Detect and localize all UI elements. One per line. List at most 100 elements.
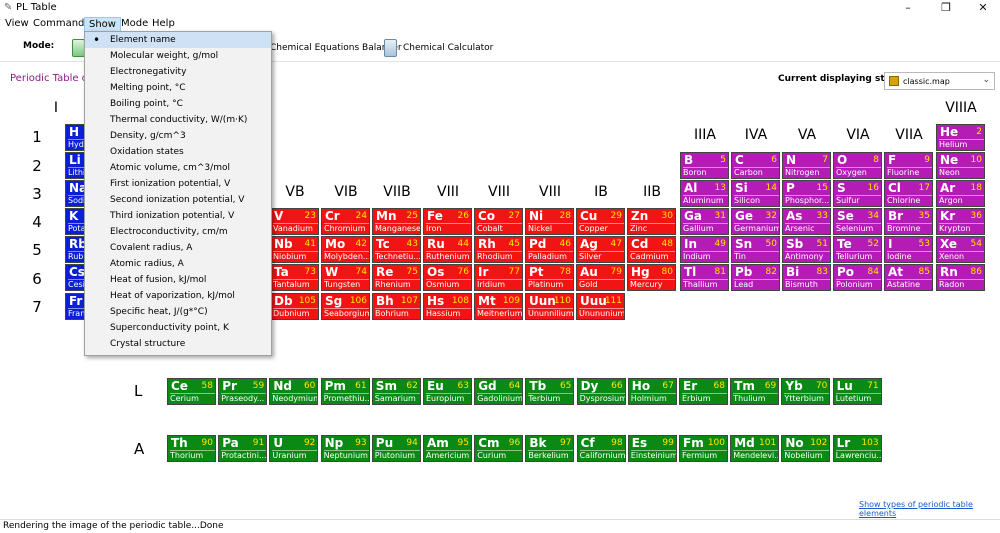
show-option-element-name[interactable]: • Element name [85, 32, 271, 48]
element-cell-ce[interactable]: Ce 58 Cerium [167, 378, 216, 405]
element-cell-n[interactable]: N 7 Nitrogen [782, 152, 831, 179]
element-cell-se[interactable]: Se 34 Selenium [833, 208, 882, 235]
element-cell-es[interactable]: Es 99 Einsteinium [627, 435, 677, 462]
show-option-atomic-volume[interactable]: Atomic volume, cm^3/mol [110, 163, 230, 173]
menu-view[interactable]: View [5, 18, 29, 29]
element-cell-pb[interactable]: Pb 82 Lead [731, 264, 780, 291]
element-cell-br[interactable]: Br 35 Bromine [884, 208, 933, 235]
element-cell-uun[interactable]: Uun 110 Ununnilium [525, 293, 574, 320]
element-cell-tm[interactable]: Tm 69 Thulium [730, 378, 780, 405]
element-cell-fe[interactable]: Fe 26 Iron [423, 208, 472, 235]
element-cell-np[interactable]: Np 93 Neptunium [320, 435, 370, 462]
menu-help[interactable]: Help [152, 18, 175, 29]
element-cell-tc[interactable]: Tc 43 Technetiu... [372, 236, 421, 263]
element-cell-at[interactable]: At 85 Astatine [884, 264, 933, 291]
element-cell-hs[interactable]: Hs 108 Hassium [423, 293, 472, 320]
element-cell-pa[interactable]: Pa 91 Protactini... [218, 435, 268, 462]
element-cell-bh[interactable]: Bh 107 Bohrium [372, 293, 421, 320]
element-cell-zn[interactable]: Zn 30 Zinc [627, 208, 676, 235]
element-cell-w[interactable]: W 74 Tungsten [321, 264, 370, 291]
element-cell-re[interactable]: Re 75 Rhenium [372, 264, 421, 291]
element-cell-ta[interactable]: Ta 73 Tantalum [270, 264, 319, 291]
element-cell-tb[interactable]: Tb 65 Terbium [525, 378, 575, 405]
element-cell-md[interactable]: Md 101 Mendelevi... [730, 435, 780, 462]
element-cell-ru[interactable]: Ru 44 Ruthenium [423, 236, 472, 263]
element-cell-cm[interactable]: Cm 96 Curium [474, 435, 524, 462]
element-cell-au[interactable]: Au 79 Gold [576, 264, 625, 291]
menu-show[interactable]: Show [84, 17, 121, 32]
minimize-icon[interactable]: – [905, 1, 911, 14]
show-option-covalent-radius[interactable]: Covalent radius, A [110, 243, 193, 253]
element-cell-cd[interactable]: Cd 48 Cadmium [627, 236, 676, 263]
element-cell-cl[interactable]: Cl 17 Chlorine [884, 180, 933, 207]
element-cell-dy[interactable]: Dy 66 Dysprosium [576, 378, 626, 405]
element-cell-si[interactable]: Si 14 Silicon [731, 180, 780, 207]
show-option-heat-of-fusion[interactable]: Heat of fusion, kJ/mol [110, 275, 207, 285]
show-option-boiling-point[interactable]: Boiling point, °C [110, 99, 183, 109]
show-option-melting-point[interactable]: Melting point, °C [110, 83, 186, 93]
element-cell-v[interactable]: V 23 Vanadium [270, 208, 319, 235]
element-cell-th[interactable]: Th 90 Thorium [167, 435, 216, 462]
element-cell-te[interactable]: Te 52 Tellurium [833, 236, 882, 263]
element-cell-xe[interactable]: Xe 54 Xenon [936, 236, 985, 263]
show-option-molecular-weight[interactable]: Molecular weight, g/mol [110, 51, 219, 61]
element-cell-pd[interactable]: Pd 46 Palladium [525, 236, 574, 263]
element-cell-sg[interactable]: Sg 106 Seaborgium [321, 293, 370, 320]
show-option-electroconductivity[interactable]: Electroconductivity, cm/m [110, 227, 228, 237]
element-cell-f[interactable]: F 9 Fluorine [884, 152, 933, 179]
show-option-crystal-structure[interactable]: Crystal structure [110, 339, 186, 349]
element-cell-in[interactable]: In 49 Indium [680, 236, 729, 263]
element-cell-mt[interactable]: Mt 109 Meitnerium [474, 293, 523, 320]
element-cell-u[interactable]: U 92 Uranium [269, 435, 319, 462]
chemical-calculator-button[interactable]: Chemical Calculator [384, 37, 493, 59]
element-cell-cr[interactable]: Cr 24 Chromium [321, 208, 370, 235]
element-cell-o[interactable]: O 8 Oxygen [833, 152, 882, 179]
element-cell-os[interactable]: Os 76 Osmium [423, 264, 472, 291]
element-cell-nd[interactable]: Nd 60 Neodymium [269, 378, 319, 405]
element-cell-mn[interactable]: Mn 25 Manganese [372, 208, 421, 235]
element-cell-cu[interactable]: Cu 29 Copper [576, 208, 625, 235]
element-cell-al[interactable]: Al 13 Aluminum [680, 180, 729, 207]
element-cell-uuu[interactable]: Uuu 111 Unununium [576, 293, 625, 320]
element-cell-sm[interactable]: Sm 62 Samarium [371, 378, 421, 405]
element-cell-hg[interactable]: Hg 80 Mercury [627, 264, 676, 291]
element-cell-rh[interactable]: Rh 45 Rhodium [474, 236, 523, 263]
element-cell-ir[interactable]: Ir 77 Iridium [474, 264, 523, 291]
element-cell-tl[interactable]: Tl 81 Thallium [680, 264, 729, 291]
show-option-electronegativity[interactable]: Electronegativity [110, 67, 187, 77]
element-cell-eu[interactable]: Eu 63 Europium [423, 378, 472, 405]
element-cell-gd[interactable]: Gd 64 Gadolinium [474, 378, 524, 405]
close-icon[interactable]: ✕ [978, 1, 988, 14]
element-cell-sn[interactable]: Sn 50 Tin [731, 236, 780, 263]
element-cell-bk[interactable]: Bk 97 Berkelium [525, 435, 575, 462]
element-cell-rn[interactable]: Rn 86 Radon [936, 264, 985, 291]
show-option-density[interactable]: Density, g/cm^3 [110, 131, 186, 141]
element-cell-ag[interactable]: Ag 47 Silver [576, 236, 625, 263]
element-cell-co[interactable]: Co 27 Cobalt [474, 208, 523, 235]
element-cell-yb[interactable]: Yb 70 Ytterbium [781, 378, 831, 405]
element-cell-s[interactable]: S 16 Sulfur [833, 180, 882, 207]
element-cell-er[interactable]: Er 68 Erbium [679, 378, 728, 405]
show-option-third-ionization[interactable]: Third ionization potential, V [110, 211, 235, 221]
element-cell-db[interactable]: Db 105 Dubnium [270, 293, 319, 320]
show-option-heat-of-vaporization[interactable]: Heat of vaporization, kJ/mol [110, 291, 235, 301]
element-cell-po[interactable]: Po 84 Polonium [833, 264, 882, 291]
show-option-thermal-conductivity[interactable]: Thermal conductivity, W/(m·K) [110, 115, 248, 125]
show-option-second-ionization[interactable]: Second ionization potential, V [110, 195, 245, 205]
element-cell-p[interactable]: P 15 Phosphor... [782, 180, 831, 207]
element-cell-b[interactable]: B 5 Boron [680, 152, 729, 179]
element-cell-he[interactable]: He 2 Helium [936, 124, 985, 151]
element-cell-kr[interactable]: Kr 36 Krypton [936, 208, 985, 235]
element-cell-c[interactable]: C 6 Carbon [731, 152, 780, 179]
equations-balancer-button[interactable]: Chemical Equations Balancer [270, 37, 402, 59]
element-cell-no[interactable]: No 102 Nobelium [781, 435, 831, 462]
element-cell-ne[interactable]: Ne 10 Neon [936, 152, 985, 179]
element-cell-fm[interactable]: Fm 100 Fermium [679, 435, 728, 462]
maximize-icon[interactable]: ❐ [941, 1, 951, 14]
element-cell-lu[interactable]: Lu 71 Lutetium [832, 378, 882, 405]
element-cell-as[interactable]: As 33 Arsenic [782, 208, 831, 235]
show-option-superconductivity[interactable]: Superconductivity point, K [110, 323, 229, 333]
element-cell-pm[interactable]: Pm 61 Promethiu... [320, 378, 370, 405]
show-option-atomic-radius[interactable]: Atomic radius, A [110, 259, 184, 269]
element-cell-nb[interactable]: Nb 41 Niobium [270, 236, 319, 263]
